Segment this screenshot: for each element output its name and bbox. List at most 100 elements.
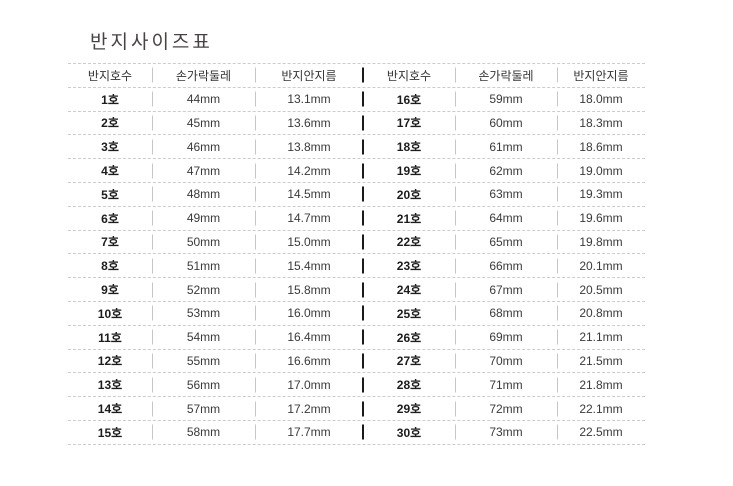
diameter-cell: 18.6mm	[557, 135, 645, 158]
diameter-cell: 17.7mm	[255, 421, 363, 444]
ring-no-cell: 23호	[363, 254, 455, 277]
diameter-cell: 22.5mm	[557, 421, 645, 444]
diameter-cell: 17.0mm	[255, 373, 363, 396]
circumference-cell: 70mm	[455, 350, 557, 373]
ring-no-cell: 13호	[97, 378, 123, 393]
circumference-cell: 50mm	[152, 231, 255, 254]
diameter-cell: 21.8mm	[557, 373, 645, 396]
column-header: 손가락둘레	[455, 64, 557, 87]
circumference-cell: 65mm	[455, 231, 557, 254]
table-row: 8호 51mm 15.4mm 23호 66mm 20.1mm	[68, 254, 645, 279]
ring-no-cell: 28호	[363, 373, 455, 396]
diameter-cell: 17.2mm	[255, 397, 363, 420]
diameter-cell: 15.4mm	[255, 254, 363, 277]
page-title: 반지사이즈표	[90, 31, 213, 53]
table-row: 15호 58mm 17.7mm 30호 73mm 22.5mm	[68, 421, 645, 445]
ring-no-cell: 10호	[97, 306, 123, 321]
column-header: 반지호수	[363, 64, 455, 87]
circumference-cell: 64mm	[455, 207, 557, 230]
ring-no-cell: 4호	[101, 164, 119, 179]
table-row: 6호 49mm 14.7mm 21호 64mm 19.6mm	[68, 207, 645, 231]
table-row: 1호 44mm 13.1mm 16호 59mm 18.0mm	[68, 88, 645, 112]
diameter-cell: 19.0mm	[557, 159, 645, 182]
circumference-cell: 57mm	[152, 397, 255, 420]
diameter-cell: 14.2mm	[255, 159, 363, 182]
circumference-cell: 53mm	[152, 302, 255, 325]
circumference-cell: 63mm	[455, 183, 557, 206]
circumference-cell: 52mm	[152, 278, 255, 301]
diameter-cell: 18.3mm	[557, 112, 645, 135]
ring-no-cell: 16호	[363, 88, 455, 111]
ring-size-table: 반지호수 손가락둘레 반지안지름 반지호수 손가락둘레 반지안지름 1호 44mm 13.1mm…	[68, 63, 645, 445]
column-header: 손가락둘레	[152, 64, 255, 87]
diameter-cell: 21.1mm	[557, 326, 645, 349]
diameter-cell: 16.0mm	[255, 302, 363, 325]
circumference-cell: 47mm	[152, 159, 255, 182]
ring-no-cell: 24호	[363, 278, 455, 301]
circumference-cell: 48mm	[152, 183, 255, 206]
diameter-cell: 20.8mm	[557, 302, 645, 325]
table-row: 3호 46mm 13.8mm 18호 61mm 18.6mm	[68, 135, 645, 160]
circumference-cell: 45mm	[152, 112, 255, 135]
ring-no-cell: 6호	[101, 211, 119, 226]
diameter-cell: 20.1mm	[557, 254, 645, 277]
column-header: 반지호수	[87, 68, 133, 83]
ring-no-cell: 20호	[363, 183, 455, 206]
column-header: 반지안지름	[557, 64, 645, 87]
ring-no-cell: 27호	[363, 350, 455, 373]
circumference-cell: 46mm	[152, 135, 255, 158]
ring-no-cell: 25호	[363, 302, 455, 325]
diameter-cell: 20.5mm	[557, 278, 645, 301]
table-row: 4호 47mm 14.2mm 19호 62mm 19.0mm	[68, 159, 645, 183]
circumference-cell: 61mm	[455, 135, 557, 158]
table-row: 12호 55mm 16.6mm 27호 70mm 21.5mm	[68, 350, 645, 374]
ring-no-cell: 11호	[98, 330, 122, 345]
diameter-cell: 21.5mm	[557, 350, 645, 373]
circumference-cell: 54mm	[152, 326, 255, 349]
ring-no-cell: 26호	[363, 326, 455, 349]
ring-no-cell: 17호	[363, 112, 455, 135]
table-row: 7호 50mm 15.0mm 22호 65mm 19.8mm	[68, 231, 645, 255]
diameter-cell: 18.0mm	[557, 88, 645, 111]
diameter-cell: 14.5mm	[255, 183, 363, 206]
ring-no-cell: 21호	[363, 207, 455, 230]
ring-no-cell: 3호	[101, 140, 119, 155]
circumference-cell: 66mm	[455, 254, 557, 277]
diameter-cell: 13.8mm	[255, 135, 363, 158]
ring-no-cell: 12호	[97, 354, 123, 369]
diameter-cell: 15.0mm	[255, 231, 363, 254]
circumference-cell: 67mm	[455, 278, 557, 301]
ring-no-cell: 14호	[97, 402, 123, 417]
circumference-cell: 72mm	[455, 397, 557, 420]
diameter-cell: 15.8mm	[255, 278, 363, 301]
diameter-cell: 13.1mm	[255, 88, 363, 111]
ring-no-cell: 7호	[101, 235, 119, 250]
ring-no-cell: 15호	[97, 425, 123, 440]
ring-no-cell: 22호	[363, 231, 455, 254]
circumference-cell: 71mm	[455, 373, 557, 396]
ring-no-cell: 2호	[101, 116, 119, 131]
table-row: 10호 53mm 16.0mm 25호 68mm 20.8mm	[68, 302, 645, 326]
circumference-cell: 58mm	[152, 421, 255, 444]
diameter-cell: 19.3mm	[557, 183, 645, 206]
diameter-cell: 14.7mm	[255, 207, 363, 230]
circumference-cell: 69mm	[455, 326, 557, 349]
ring-no-cell: 30호	[363, 421, 455, 444]
circumference-cell: 73mm	[455, 421, 557, 444]
circumference-cell: 56mm	[152, 373, 255, 396]
circumference-cell: 60mm	[455, 112, 557, 135]
table-header-row: 반지호수 손가락둘레 반지안지름 반지호수 손가락둘레 반지안지름	[68, 64, 645, 88]
circumference-cell: 51mm	[152, 254, 255, 277]
table-row: 9호 52mm 15.8mm 24호 67mm 20.5mm	[68, 278, 645, 302]
diameter-cell: 19.6mm	[557, 207, 645, 230]
diameter-cell: 16.6mm	[255, 350, 363, 373]
diameter-cell: 16.4mm	[255, 326, 363, 349]
table-row: 13호 56mm 17.0mm 28호 71mm 21.8mm	[68, 373, 645, 398]
ring-no-cell: 5호	[101, 187, 119, 202]
circumference-cell: 68mm	[455, 302, 557, 325]
diameter-cell: 13.6mm	[255, 112, 363, 135]
ring-no-cell: 19호	[363, 159, 455, 182]
table-row: 5호 48mm 14.5mm 20호 63mm 19.3mm	[68, 183, 645, 207]
column-header: 반지안지름	[255, 64, 363, 87]
circumference-cell: 62mm	[455, 159, 557, 182]
